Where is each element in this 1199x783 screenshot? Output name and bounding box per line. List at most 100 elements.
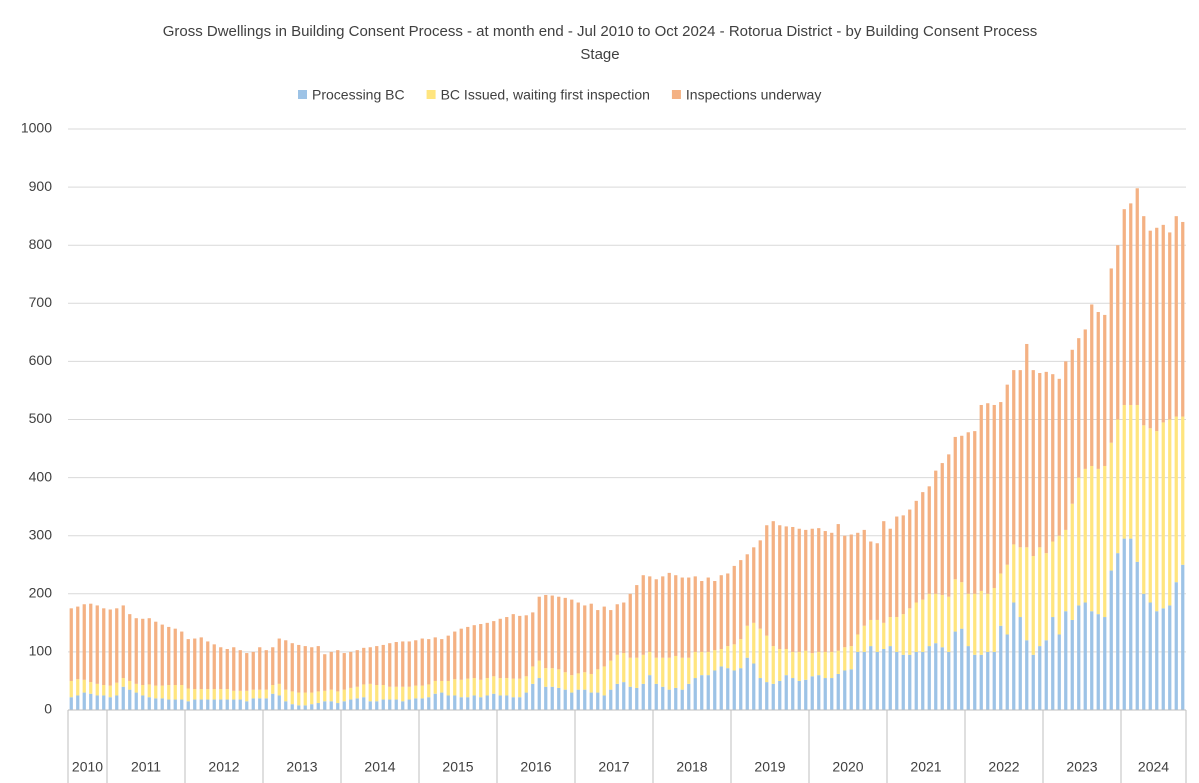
bar-segment: [505, 617, 509, 679]
bar-segment: [193, 638, 197, 690]
bar-segment: [141, 685, 145, 696]
bar-segment: [186, 688, 190, 702]
legend-swatch: [426, 90, 436, 99]
bar-segment: [102, 608, 106, 686]
bar-segment: [1012, 544, 1016, 603]
bar-segment: [349, 651, 353, 688]
bar-segment: [960, 628, 964, 710]
bar-segment: [1155, 227, 1159, 432]
bar-segment: [914, 500, 918, 603]
bar-segment: [953, 579, 957, 632]
bar-segment: [440, 680, 444, 693]
y-tick-label: 500: [29, 410, 53, 426]
bar-segment: [609, 689, 613, 710]
bar-segment: [160, 685, 164, 699]
bar-segment: [1161, 422, 1165, 609]
bar-segment: [758, 628, 762, 679]
bar-segment: [180, 699, 184, 710]
bar-segment: [121, 686, 125, 710]
bar-segment: [245, 701, 249, 710]
bar-segment: [147, 618, 151, 685]
bar-segment: [219, 647, 223, 690]
bar-segment: [69, 697, 73, 710]
bar-segment: [693, 576, 697, 652]
bar-segment: [1077, 605, 1081, 710]
bar-segment: [1096, 614, 1100, 710]
bar-segment: [745, 625, 749, 658]
bar-segment: [355, 650, 359, 687]
y-tick-label: 200: [29, 585, 53, 601]
bar-segment: [342, 689, 346, 702]
bar-segment: [102, 685, 106, 696]
bar-segment: [1161, 608, 1165, 710]
bar-segment: [810, 676, 814, 710]
bar-segment: [1161, 224, 1165, 423]
bar-segment: [108, 685, 112, 698]
bar-segment: [349, 699, 353, 710]
bar-segment: [479, 624, 483, 680]
bar-segment: [947, 454, 951, 597]
bar-segment: [180, 685, 184, 700]
bar-segment: [1168, 419, 1172, 606]
x-group-label: 2020: [832, 759, 863, 775]
bar-segment: [1025, 343, 1029, 548]
bar-segment: [238, 690, 242, 700]
bar-segment: [505, 678, 509, 696]
bar-segment: [732, 644, 736, 671]
bar-segment: [862, 529, 866, 626]
bar-segment: [1025, 547, 1029, 641]
bar-segment: [563, 597, 567, 673]
bar-segment: [1025, 640, 1029, 710]
bar-segment: [1155, 431, 1159, 612]
bar-segment: [927, 593, 931, 647]
bar-segment: [654, 683, 658, 710]
bar-segment: [420, 638, 424, 686]
bar-segment: [713, 650, 717, 671]
bar-segment: [316, 703, 320, 710]
bar-segment: [375, 646, 379, 686]
bar-segment: [771, 521, 775, 647]
bar-segment: [134, 683, 138, 693]
bar-segment: [843, 647, 847, 671]
bar-segment: [173, 699, 177, 710]
bar-segment: [89, 693, 93, 710]
bar-segment: [531, 612, 535, 667]
x-group-label: 2013: [286, 759, 317, 775]
bar-segment: [1109, 570, 1113, 710]
bar-segment: [1096, 312, 1100, 469]
bar-segment: [225, 699, 229, 710]
bar-segment: [76, 695, 80, 710]
bar-segment: [524, 676, 528, 693]
bar-segment: [1012, 370, 1016, 545]
bar-segment: [518, 678, 522, 698]
bar-segment: [973, 654, 977, 710]
bar-segment: [927, 486, 931, 594]
bar-segment: [180, 631, 184, 686]
x-group-label: 2022: [988, 759, 1019, 775]
bar-segment: [1012, 602, 1016, 710]
bar-segment: [121, 605, 125, 679]
bar-segment: [622, 602, 626, 654]
bar-segment: [596, 669, 600, 693]
bar-segment: [726, 668, 730, 710]
bar-segment: [1064, 611, 1068, 710]
bar-segment: [1116, 245, 1120, 420]
bar-segment: [732, 670, 736, 710]
bar-segment: [1044, 553, 1048, 641]
bar-segment: [89, 682, 93, 694]
bar-segment: [739, 560, 743, 640]
bar-segment: [817, 651, 821, 676]
bar-segment: [401, 686, 405, 702]
bar-segment: [784, 526, 788, 649]
bar-segment: [381, 699, 385, 710]
x-group-label: 2012: [208, 759, 239, 775]
bar-segment: [1057, 378, 1061, 536]
bar-segment: [355, 698, 359, 710]
y-tick-label: 0: [44, 701, 52, 717]
bar-segment: [791, 678, 795, 710]
bar-segment: [700, 651, 704, 676]
bar-segment: [758, 540, 762, 629]
bar-segment: [583, 689, 587, 710]
bar-segment: [492, 676, 496, 694]
bar-segment: [596, 610, 600, 670]
